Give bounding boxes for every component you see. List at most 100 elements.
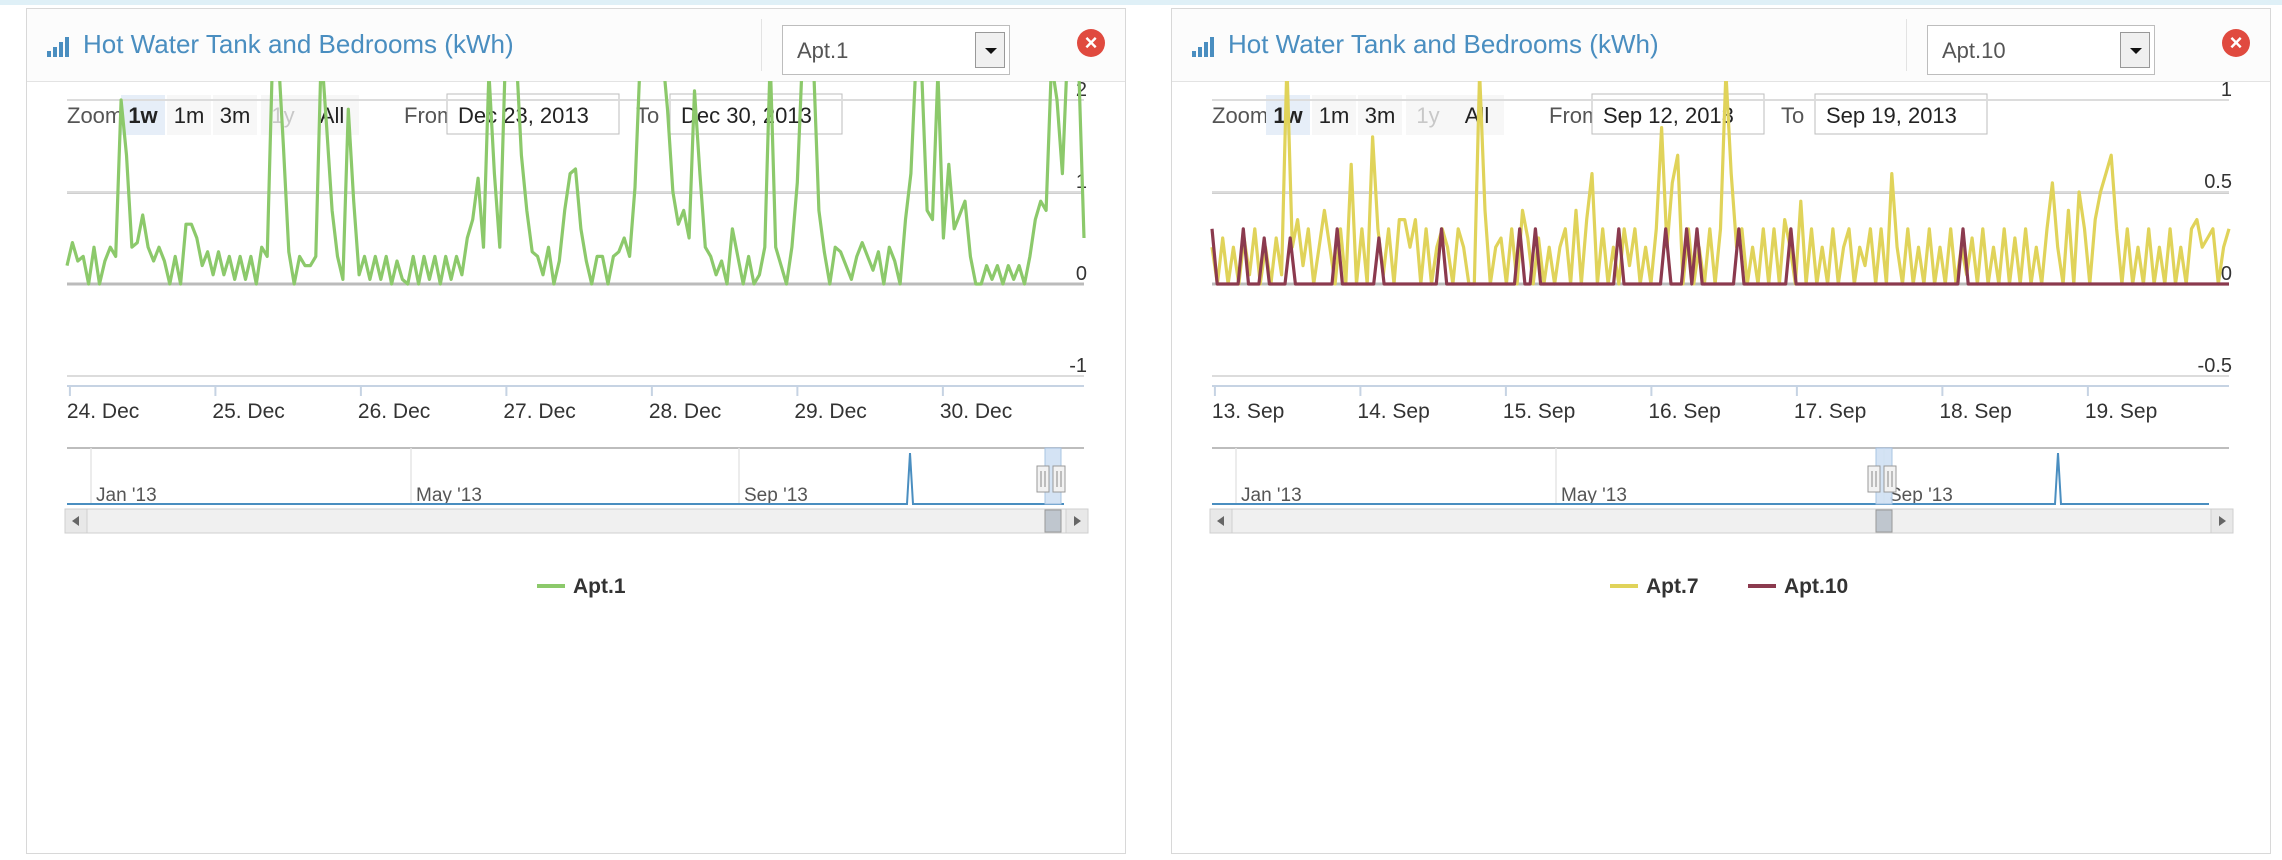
y-tick-label: -1: [1069, 355, 1087, 377]
y-tick-label: 2: [1076, 81, 1087, 101]
navigator-handle-grip: [1036, 465, 1050, 493]
x-tick-label: 24. Dec: [67, 400, 139, 423]
panel-header: Hot Water Tank and Bedrooms (kWh) Apt.10…: [1172, 9, 2270, 82]
zoom-button-3m[interactable]: 3m: [213, 95, 257, 135]
legend-item-apt-1[interactable]: Apt.1: [537, 575, 626, 598]
to-date-value: Sep 19, 2013: [1826, 103, 1957, 128]
top-accent-line: [0, 0, 2282, 5]
x-tick-label: 26. Dec: [358, 400, 430, 423]
navigator-handle[interactable]: [1867, 465, 1881, 493]
from-date-value: Dec 23, 2013: [458, 103, 589, 128]
navigator[interactable]: Jan '13 May '13 Sep '13: [1212, 447, 2229, 506]
y-tick-label: 0: [1076, 263, 1087, 285]
legend-item-apt-7[interactable]: Apt.7: [1610, 575, 1699, 598]
x-tick-label: 29. Dec: [794, 400, 866, 423]
legend-label: Apt.10: [1784, 575, 1848, 598]
close-icon[interactable]: ×: [2222, 29, 2250, 57]
zoom-button-bg: [1358, 95, 1402, 135]
to-date-value: Dec 30, 2013: [681, 103, 812, 128]
zoom-button-label: All: [320, 103, 344, 128]
navigator-date-label: Jan '13: [1241, 485, 1302, 506]
zoom-button-label: 1w: [128, 103, 158, 128]
scrollbar-track: [64, 508, 1087, 534]
x-tick-label: 13. Sep: [1212, 400, 1284, 423]
navigator-date-label: Sep '13: [1889, 485, 1953, 506]
navigator-handle-grip: [1883, 465, 1897, 493]
navigator-date-label: Jan '13: [96, 485, 157, 506]
zoom-button-3m[interactable]: 3m: [1358, 95, 1402, 135]
x-tick-label: 18. Sep: [1939, 400, 2011, 423]
zoom-button-bg: [167, 95, 211, 135]
chevron-left-icon: [1217, 516, 1224, 526]
navigator-handle[interactable]: [1883, 465, 1897, 493]
zoom-button-1y: 1y: [1406, 95, 1450, 135]
apartment-select-value: Apt.1: [797, 38, 849, 63]
y-tick-label: 1: [2221, 81, 2232, 101]
zoom-button-1m[interactable]: 1m: [1312, 95, 1356, 135]
zoom-button-label: 1y: [1416, 103, 1439, 128]
navigator-date-label: Sep '13: [744, 485, 808, 506]
zoom-button-1m[interactable]: 1m: [167, 95, 211, 135]
panel-title: Hot Water Tank and Bedrooms (kWh): [1228, 29, 1659, 59]
to-label: To: [1781, 103, 1804, 128]
scrollbar-track: [1209, 508, 2232, 534]
x-tick-label: 16. Sep: [1648, 400, 1720, 423]
x-tick-label: 30. Dec: [940, 400, 1012, 423]
x-tick-label: 19. Sep: [2085, 400, 2157, 423]
chevron-right-icon: [2219, 516, 2226, 526]
navigator-handle[interactable]: [1036, 465, 1050, 493]
zoom-button-label: 3m: [220, 103, 251, 128]
navigator-scrollbar[interactable]: [1209, 508, 2234, 534]
close-icon[interactable]: ×: [1077, 29, 1105, 57]
chart-panel-left: Hot Water Tank and Bedrooms (kWh) Apt.1 …: [26, 8, 1126, 854]
chevron-down-icon[interactable]: [2120, 32, 2150, 68]
navigator-handle[interactable]: [1052, 465, 1066, 493]
chevron-left-icon: [72, 516, 79, 526]
apartment-select[interactable]: Apt.1: [782, 25, 1010, 75]
zoom-button-label: 3m: [1365, 103, 1396, 128]
navigator-handle-grip: [1867, 465, 1881, 493]
navigator[interactable]: Jan '13 May '13 Sep '13: [67, 447, 1084, 506]
to-label: To: [636, 103, 659, 128]
navigator-handle-grip: [1052, 465, 1066, 493]
zoom-button-label: 1m: [1319, 103, 1350, 128]
from-date-value: Sep 12, 2013: [1603, 103, 1734, 128]
series-line-apt-1: [65, 81, 1086, 286]
x-tick-label: 28. Dec: [649, 400, 721, 423]
scrollbar-thumb[interactable]: [1044, 509, 1062, 533]
panel-header: Hot Water Tank and Bedrooms (kWh) Apt.1 …: [27, 9, 1125, 82]
zoom-label: Zoom: [67, 103, 123, 128]
y-tick-label: 0.5: [2204, 171, 2232, 193]
bar-chart-icon: [47, 35, 75, 57]
navigator-series: [1212, 452, 2209, 505]
scrollbar-thumb[interactable]: [1875, 509, 1893, 533]
zoom-button-bg: [1312, 95, 1356, 135]
legend-label: Apt.7: [1646, 575, 1699, 598]
x-tick-label: 17. Sep: [1794, 400, 1866, 423]
y-tick-label: -0.5: [2198, 355, 2232, 377]
navigator-date-label: May '13: [1561, 485, 1627, 506]
apartment-select[interactable]: Apt.10: [1927, 25, 2155, 75]
zoom-button-bg: [1406, 95, 1450, 135]
zoom-button-bg: [121, 95, 165, 135]
chart-svg: Zoom 1w 1m 3m 1y All From Dec 23, 2013 To Dec 30,…: [64, 81, 1089, 598]
legend-label: Apt.1: [573, 575, 626, 598]
header-divider: [761, 19, 762, 71]
zoom-label: Zoom: [1212, 103, 1268, 128]
header-divider: [1906, 19, 1907, 71]
x-tick-label: 27. Dec: [503, 400, 575, 423]
bar-chart-icon: [1192, 35, 1220, 57]
y-tick-label: 0: [2221, 263, 2232, 285]
panel-title: Hot Water Tank and Bedrooms (kWh): [83, 29, 514, 59]
navigator-scrollbar[interactable]: [64, 508, 1089, 534]
x-tick-label: 15. Sep: [1503, 400, 1575, 423]
zoom-button-1w[interactable]: 1w: [121, 95, 165, 135]
chart-svg: Zoom 1w 1m 3m 1y All From Sep 12, 2013 To Sep 19,…: [1209, 81, 2234, 598]
x-tick-label: 14. Sep: [1357, 400, 1429, 423]
zoom-button-bg: [213, 95, 257, 135]
x-tick-label: 25. Dec: [212, 400, 284, 423]
apartment-select-value: Apt.10: [1942, 38, 2006, 63]
series-line-apt-10: [1210, 227, 2229, 286]
legend-item-apt-10[interactable]: Apt.10: [1748, 575, 1848, 598]
chevron-down-icon[interactable]: [975, 32, 1005, 68]
